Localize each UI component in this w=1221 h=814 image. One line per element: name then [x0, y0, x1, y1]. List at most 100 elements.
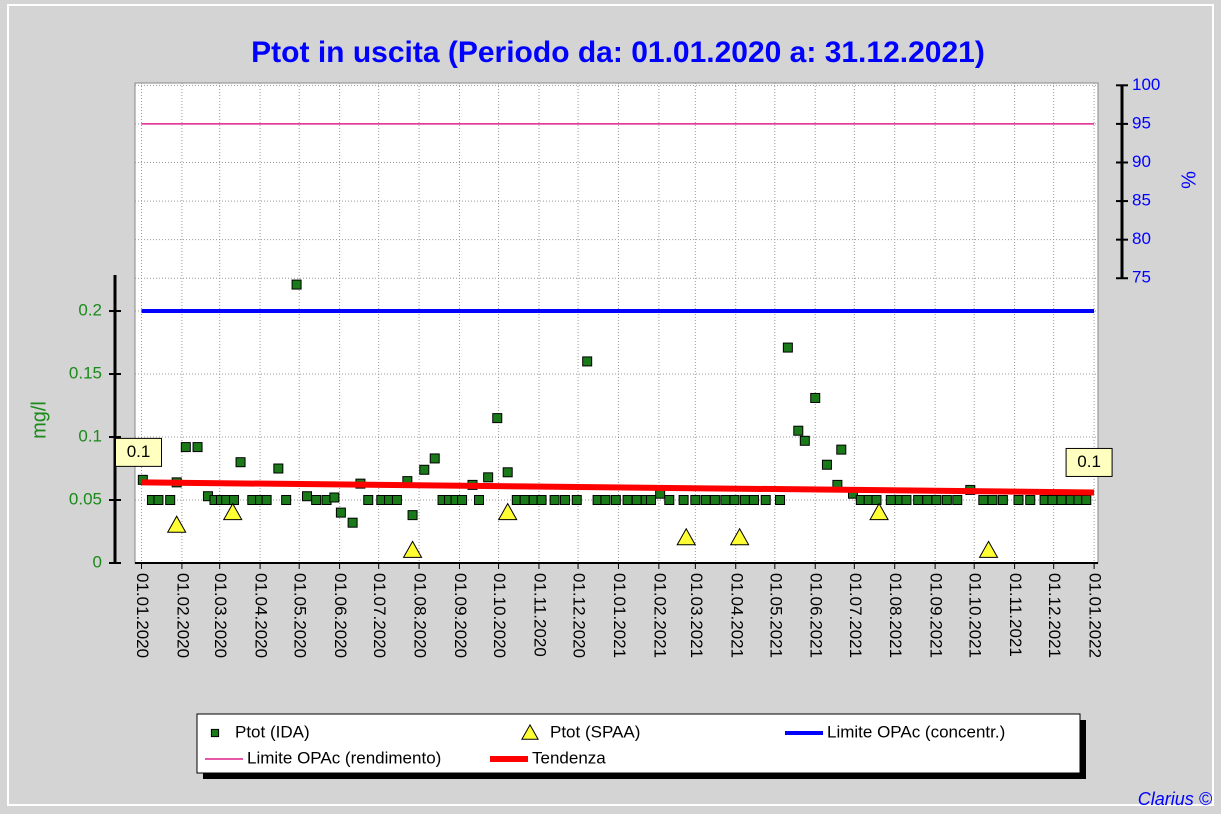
- y-tick-label: 0.2: [78, 301, 102, 320]
- marker: [836, 444, 847, 455]
- y-tick-label: 0.15: [69, 364, 102, 383]
- marker: [931, 495, 942, 506]
- value-label: 0.1: [115, 437, 163, 467]
- marker: [1047, 495, 1058, 506]
- x-tick-label: 01.07.2021: [846, 573, 865, 658]
- marker: [1081, 495, 1092, 506]
- marker: [429, 453, 440, 464]
- y2-tick-label: 100: [1132, 75, 1160, 94]
- marker: [497, 502, 518, 521]
- chart-title: Ptot in uscita (Periodo da: 01.01.2020 a…: [251, 36, 985, 69]
- x-tick-label: 01.04.2020: [252, 573, 271, 658]
- marker: [1013, 495, 1024, 506]
- x-tick-label: 01.06.2020: [331, 573, 350, 658]
- marker: [402, 540, 423, 558]
- y2-tick-label: 75: [1132, 268, 1151, 287]
- marker: [729, 527, 750, 546]
- marker: [885, 495, 896, 506]
- marker: [549, 495, 560, 506]
- marker: [729, 495, 740, 506]
- marker: [978, 495, 989, 506]
- y2-tick-label: 95: [1132, 113, 1151, 132]
- marker: [821, 459, 832, 470]
- y2-tick-label: 90: [1132, 152, 1151, 171]
- marker: [363, 495, 374, 506]
- marker: [690, 495, 701, 506]
- x-tick-label: 01.05.2020: [291, 573, 310, 658]
- x-tick-label: 01.08.2021: [886, 573, 905, 658]
- value-label: 0.1: [1065, 447, 1113, 477]
- marker: [560, 495, 571, 506]
- marker: [720, 495, 731, 506]
- legend-label: Ptot (IDA): [235, 722, 310, 741]
- value-label-text: 0.1: [1077, 452, 1101, 471]
- marker: [180, 442, 191, 453]
- marker: [165, 495, 176, 506]
- series-line: [141, 479, 1095, 496]
- marker: [1056, 495, 1067, 506]
- marker: [678, 495, 689, 506]
- x-tick-label: 01.07.2020: [370, 573, 389, 658]
- marker: [622, 495, 633, 506]
- marker: [782, 342, 793, 353]
- y2-tick-label: 80: [1132, 229, 1151, 248]
- marker: [997, 495, 1008, 506]
- marker: [521, 723, 539, 740]
- legend-label: Ptot (SPAA): [550, 722, 640, 741]
- x-tick-label: 01.09.2021: [927, 573, 946, 658]
- x-tick-label: 01.03.2020: [211, 573, 230, 658]
- x-tick-label: 01.01.2020: [133, 573, 152, 658]
- marker: [483, 472, 494, 483]
- marker: [610, 495, 621, 506]
- marker: [810, 392, 821, 403]
- x-tick-label: 01.10.2021: [966, 573, 985, 658]
- value-label-text: 0.1: [127, 442, 151, 461]
- x-tick-label: 01.06.2021: [807, 573, 826, 658]
- marker: [987, 495, 998, 506]
- marker: [676, 527, 697, 546]
- x-tick-label: 01.12.2021: [1045, 573, 1064, 658]
- legend-entry: Limite OPAc (rendimento): [205, 748, 441, 767]
- marker: [664, 495, 675, 506]
- label-box: [115, 437, 163, 467]
- marker: [571, 495, 582, 506]
- marker: [582, 356, 593, 367]
- x-tick-label: 01.02.2021: [650, 573, 669, 658]
- marker: [901, 495, 912, 506]
- x-tick-label: 01.11.2021: [1006, 573, 1025, 657]
- y-tick-label: 0: [93, 552, 102, 571]
- marker: [700, 495, 711, 506]
- marker: [799, 435, 810, 446]
- marker: [457, 495, 468, 506]
- y2-tick-label: 85: [1132, 191, 1151, 210]
- marker: [709, 495, 720, 506]
- legend-label: Limite OPAc (rendimento): [247, 748, 441, 767]
- marker: [311, 495, 322, 506]
- y-tick-label: 0.1: [78, 427, 102, 446]
- marker: [1025, 495, 1036, 506]
- marker: [474, 495, 485, 506]
- legend-label: Tendenza: [532, 748, 606, 767]
- marker: [302, 491, 313, 502]
- label-box: [1065, 447, 1113, 477]
- marker: [419, 464, 430, 475]
- marker: [871, 495, 882, 506]
- x-tick-label: 01.03.2021: [687, 573, 706, 658]
- marker: [519, 495, 530, 506]
- y-tick-label: 0.05: [69, 489, 102, 508]
- marker: [335, 507, 346, 518]
- marker: [631, 495, 642, 506]
- marker: [347, 517, 358, 528]
- marker: [775, 495, 786, 506]
- x-tick-label: 01.05.2021: [766, 573, 785, 658]
- x-tick-label: 01.08.2020: [411, 573, 430, 658]
- x-tick-label: 01.02.2020: [173, 573, 192, 658]
- x-tick-label: 01.10.2020: [490, 573, 509, 658]
- marker: [229, 495, 240, 506]
- marker: [922, 495, 933, 506]
- footer: Clarius ©: [1138, 789, 1213, 809]
- x-tick-label: 01.09.2020: [451, 573, 470, 658]
- x-tick-label: 01.04.2021: [727, 573, 746, 658]
- marker: [153, 495, 164, 506]
